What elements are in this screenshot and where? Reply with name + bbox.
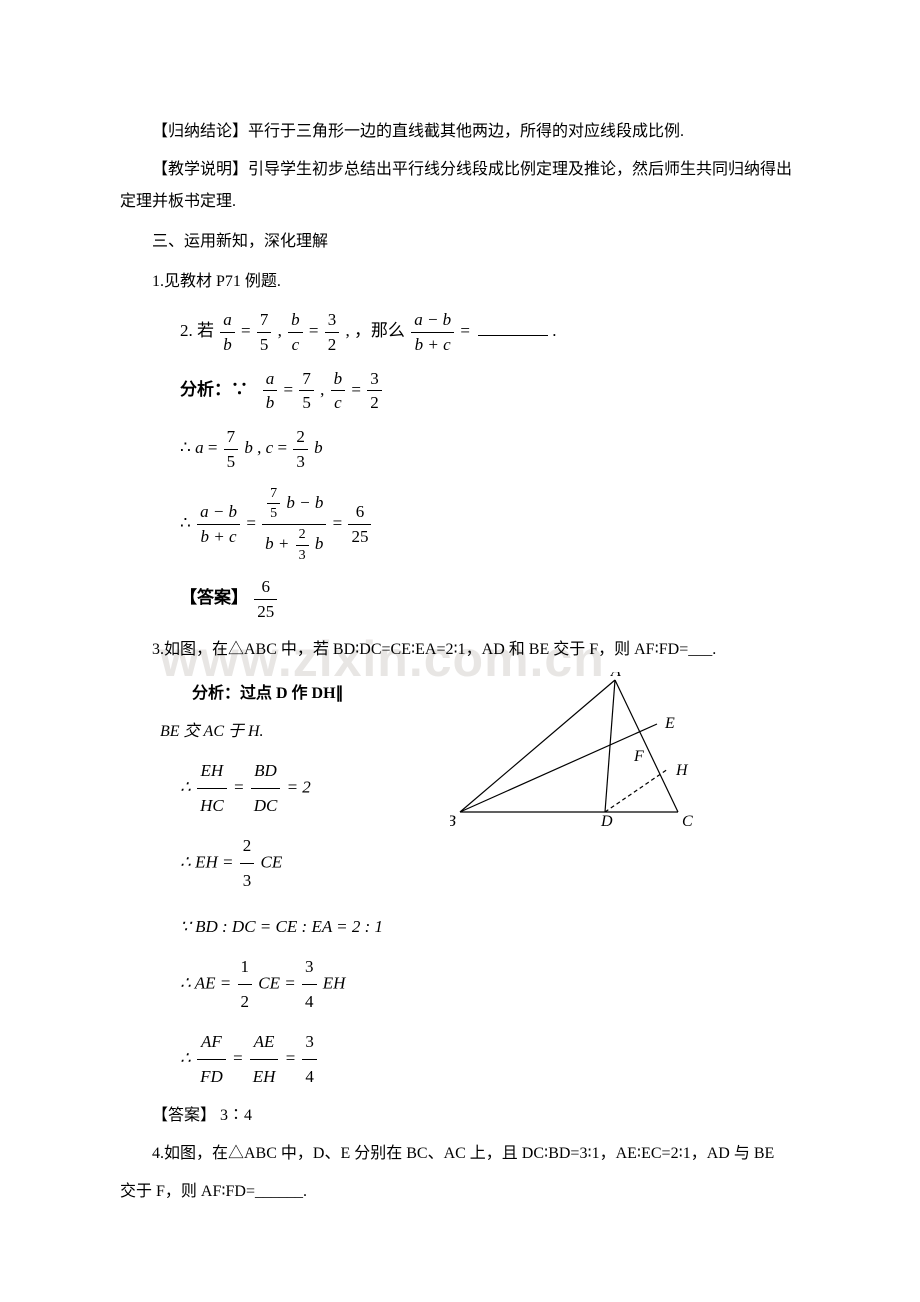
svg-text:E: E (664, 715, 675, 732)
q2-statement: 2. 若 ab = 75 , bc = 32 , ，那么 a − bb + c … (180, 308, 800, 357)
q3-analysis-with-figure: 分析：过点 D 作 DH∥ BE 交 AC 于 H. ∴ EHHC = BDDC… (160, 672, 800, 904)
q3-step-5: ∴ AFFD = AEEH = 34 (180, 1025, 800, 1094)
q2-analysis-2: ∴ a = 75 b , c = 23 b (180, 425, 800, 474)
q3-step-3: ∵ BD : DC = CE : EA = 2 : 1 (180, 910, 800, 944)
svg-text:H: H (675, 762, 689, 779)
svg-text:A: A (610, 672, 621, 680)
svg-text:B: B (450, 813, 456, 830)
conclusion-para: 【归纳结论】平行于三角形一边的直线截其他两边，所得的对应线段成比例. (120, 116, 800, 148)
section-3-heading: 三、运用新知，深化理解 (120, 226, 800, 258)
q4-l2: 交于 F，则 AF∶FD=______. (120, 1176, 800, 1208)
q2-analysis-3: ∴ a − bb + c = 75 b − b b + 23 b = 625 (180, 484, 800, 565)
q3-analysis-text: 分析：过点 D 作 DH∥ BE 交 AC 于 H. ∴ EHHC = BDDC… (160, 672, 430, 904)
document-page: 【归纳结论】平行于三角形一边的直线截其他两边，所得的对应线段成比例. 【教学说明… (0, 0, 920, 1274)
q3-step-4: ∴ AE = 12 CE = 34 EH (180, 950, 800, 1019)
svg-text:F: F (633, 748, 644, 765)
q2-analysis-1: 分析：∵ ab = 75 , bc = 32 (180, 367, 800, 416)
q2-answer: 【答案】 625 (180, 575, 800, 624)
q3-answer: 【答案】 3∶4 (120, 1100, 800, 1132)
teaching-note: 【教学说明】引导学生初步总结出平行线分线段成比例定理及推论，然后师生共同归纳得出… (120, 154, 800, 218)
q4-l1: 4.如图，在△ABC 中，D、E 分别在 BC、AC 上，且 DC∶BD=3∶1… (120, 1138, 800, 1170)
svg-text:C: C (682, 813, 693, 830)
svg-text:D: D (600, 813, 613, 830)
triangle-figure: A B C D E F H (450, 672, 700, 844)
q3-statement: 3.如图，在△ABC 中，若 BD∶DC=CE∶EA=2∶1，AD 和 BE 交… (120, 634, 800, 666)
triangle-svg: A B C D E F H (450, 672, 700, 832)
item-1: 1.见教材 P71 例题. (120, 266, 800, 298)
